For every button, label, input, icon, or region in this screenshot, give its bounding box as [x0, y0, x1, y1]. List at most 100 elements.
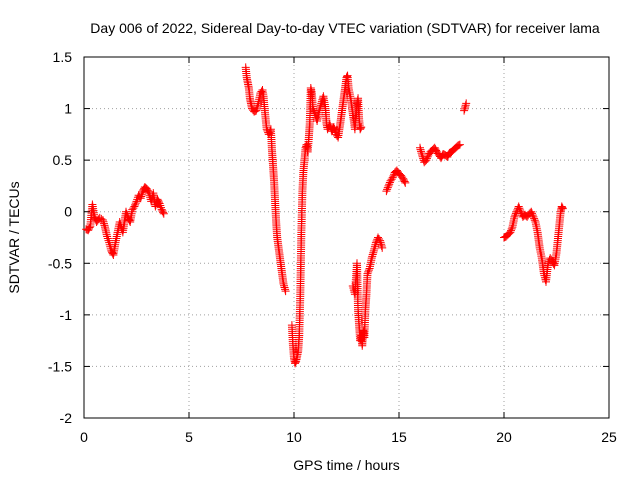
data-point: [281, 287, 290, 296]
data-point: [422, 156, 431, 165]
data-point: [375, 235, 384, 244]
data-point: [330, 124, 339, 133]
data-point: [423, 154, 431, 163]
data-point: [530, 214, 539, 223]
data-point: [460, 104, 469, 113]
data-point: [507, 224, 516, 233]
data-point: [401, 178, 410, 187]
data-point: [156, 201, 165, 210]
data-point: [557, 202, 566, 211]
data-point: [159, 208, 168, 217]
data-point: [461, 103, 470, 112]
data-point: [376, 238, 385, 247]
data-point: [423, 152, 432, 161]
data-point: [558, 203, 567, 212]
data-point: [370, 244, 379, 253]
data-point: [383, 183, 392, 192]
data-point: [416, 143, 424, 152]
data-point: [368, 250, 377, 259]
grid: [84, 57, 609, 418]
data-point: [99, 217, 108, 226]
data-point: [511, 211, 520, 220]
y-tick-label: -1.5: [48, 358, 72, 374]
data-point: [103, 234, 112, 243]
data-point: [154, 198, 163, 207]
data-point: [356, 124, 365, 133]
data-point: [308, 104, 317, 113]
data-point: [377, 242, 386, 251]
data-point: [98, 215, 107, 224]
x-tick-label: 0: [80, 429, 88, 445]
data-point: [378, 243, 387, 252]
data-points: [82, 63, 567, 368]
data-point: [253, 103, 262, 112]
data-point: [387, 175, 396, 184]
data-point: [417, 147, 426, 156]
data-point: [367, 254, 376, 263]
data-point: [252, 106, 261, 115]
data-point: [155, 199, 164, 208]
data-point: [529, 212, 538, 221]
data-point: [131, 199, 140, 208]
y-tick-label: -1: [60, 307, 73, 323]
x-tick-label: 20: [496, 429, 512, 445]
data-point: [527, 207, 536, 216]
data-point: [137, 192, 146, 201]
data-point: [384, 181, 393, 190]
x-axis-label: GPS time / hours: [293, 457, 400, 473]
data-point: [388, 173, 397, 182]
x-tick-label: 5: [185, 429, 193, 445]
data-point: [253, 101, 262, 110]
data-point: [510, 212, 519, 221]
x-tick-label: 15: [391, 429, 407, 445]
data-point: [453, 141, 462, 150]
y-tick-label: 0.5: [53, 152, 73, 168]
x-tick-labels: 0 5 10 15 20 25: [80, 429, 617, 445]
data-point: [369, 248, 378, 257]
data-point: [132, 197, 141, 206]
data-point: [514, 202, 523, 211]
data-point: [528, 211, 537, 220]
data-point: [159, 209, 168, 218]
data-point: [454, 141, 463, 150]
x-tick-label: 25: [601, 429, 617, 445]
data-point: [151, 202, 160, 211]
data-point: [310, 108, 319, 117]
data-point: [129, 204, 138, 213]
y-tick-label: -0.5: [48, 255, 72, 271]
data-point: [389, 171, 398, 180]
data-point: [558, 204, 567, 213]
y-tick-labels: -2 -1.5 -1 -0.5 0 0.5 1 1.5: [48, 49, 72, 426]
data-point: [462, 99, 471, 108]
data-point: [461, 101, 470, 110]
data-point: [291, 359, 300, 368]
data-point: [99, 219, 108, 228]
data-point: [280, 283, 289, 292]
data-point: [417, 149, 426, 158]
data-point: [136, 194, 145, 203]
data-point: [376, 236, 385, 245]
data-point: [157, 203, 165, 212]
data-point: [507, 226, 515, 235]
y-tick-label: 1: [64, 101, 72, 117]
data-point: [279, 279, 288, 288]
data-point: [370, 242, 379, 251]
data-point: [85, 223, 94, 232]
data-point: [329, 123, 338, 132]
data-point: [364, 266, 373, 275]
y-axis-label: SDTVAR / TECUs: [6, 181, 22, 293]
data-point: [144, 187, 153, 196]
data-point: [416, 145, 425, 154]
data-point: [363, 269, 372, 278]
data-point: [400, 177, 409, 186]
y-tick-label: 0: [64, 204, 72, 220]
data-point: [280, 281, 289, 290]
data-point: [530, 216, 539, 225]
data-point: [368, 252, 377, 261]
data-point: [369, 246, 378, 255]
y-tick-label: 1.5: [53, 49, 73, 65]
data-point: [516, 205, 525, 214]
y-tick-label: -2: [60, 410, 73, 426]
data-point: [364, 267, 373, 276]
data-point: [371, 240, 380, 249]
